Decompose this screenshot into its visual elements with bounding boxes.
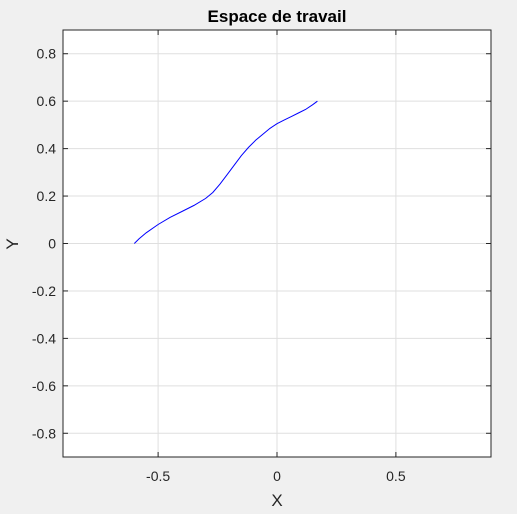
y-tick-label: 0.6: [37, 93, 57, 109]
x-axis-label: X: [271, 491, 282, 510]
y-tick-label: -0.6: [32, 378, 56, 394]
x-tick-label: 0.5: [386, 468, 406, 484]
y-tick-label: 0.2: [37, 188, 57, 204]
y-tick-label: -0.8: [32, 425, 56, 441]
x-tick-label: -0.5: [146, 468, 170, 484]
y-tick-label: -0.4: [32, 330, 56, 346]
y-tick-labels: 0.8 0.6 0.4 0.2 0 -0.2 -0.4 -0.6 -0.8: [32, 46, 56, 442]
y-axis-label: Y: [3, 238, 22, 249]
x-tick-label: 0: [273, 468, 281, 484]
x-tick-labels: -0.5 0 0.5: [146, 468, 406, 484]
y-tick-label: -0.2: [32, 283, 56, 299]
chart-title: Espace de travail: [208, 7, 347, 26]
y-tick-label: 0: [48, 236, 56, 252]
y-tick-label: 0.4: [37, 141, 57, 157]
y-tick-label: 0.8: [37, 46, 57, 62]
